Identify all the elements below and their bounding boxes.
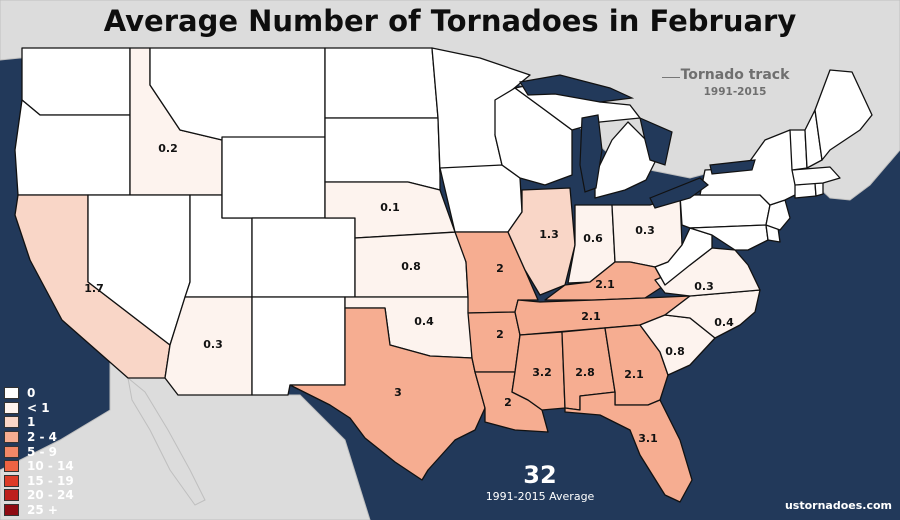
legend-swatch xyxy=(4,401,19,414)
legend-label: 2 - 4 xyxy=(27,430,58,445)
track-legend: Tornado track 1991-2015 xyxy=(660,67,810,98)
legend-label: 25 + xyxy=(27,503,58,518)
state-value-florida: 3.1 xyxy=(638,432,658,445)
state-value-indiana: 0.6 xyxy=(583,232,603,245)
state-value-missouri: 2 xyxy=(496,262,504,275)
legend-swatch xyxy=(4,474,19,487)
legend-swatch xyxy=(4,504,19,517)
state-colorado xyxy=(251,217,356,298)
state-florida xyxy=(564,391,693,503)
legend-item: 1 xyxy=(4,415,74,430)
legend-item: 25 + xyxy=(4,503,74,518)
state-value-alabama: 2.8 xyxy=(575,366,595,379)
legend-swatch xyxy=(4,445,19,458)
state-value-idaho: 0.2 xyxy=(158,142,178,155)
legend-label: 1 xyxy=(27,415,36,430)
legend-swatch xyxy=(4,416,19,429)
state-value-kentucky: 2.1 xyxy=(595,278,615,291)
lake-michigan xyxy=(579,114,603,193)
legend-item: < 1 xyxy=(4,401,74,416)
legend-item: 15 - 19 xyxy=(4,474,74,489)
state-south-dakota xyxy=(324,117,441,191)
state-iowa xyxy=(439,164,523,233)
state-vermont xyxy=(789,129,808,171)
map-title: Average Number of Tornadoes in February xyxy=(103,4,797,38)
state-value-south-carolina: 0.8 xyxy=(665,345,685,358)
state-value-mississippi: 3.2 xyxy=(532,366,552,379)
total-subtitle: 1991-2015 Average xyxy=(485,490,595,503)
state-arkansas xyxy=(467,311,521,373)
state-value-ohio: 0.3 xyxy=(635,224,655,237)
legend-swatch xyxy=(4,431,19,444)
state-texas xyxy=(289,307,486,481)
legend-item: 10 - 14 xyxy=(4,459,74,474)
state-value-virginia: 0.3 xyxy=(694,280,714,293)
legend-item: 2 - 4 xyxy=(4,430,74,445)
legend-label: 10 - 14 xyxy=(27,459,74,474)
legend-item: 20 - 24 xyxy=(4,488,74,503)
state-value-georgia: 2.1 xyxy=(624,368,644,381)
state-value-louisiana: 2 xyxy=(504,396,512,409)
state-new-mexico xyxy=(251,296,346,396)
lake-huron xyxy=(639,116,673,166)
lake-erie xyxy=(649,177,709,209)
lake-ontario xyxy=(709,159,756,175)
state-illinois xyxy=(507,187,576,296)
legend-label: 20 - 24 xyxy=(27,488,74,503)
state-value-illinois: 1.3 xyxy=(539,228,559,241)
state-value-tennessee: 2.1 xyxy=(581,310,601,323)
track-line-icon xyxy=(662,77,680,78)
track-legend-label: Tornado track xyxy=(680,67,790,83)
source-credit: ustornadoes.com xyxy=(784,499,892,512)
state-north-dakota xyxy=(324,47,439,119)
legend-label: 0 xyxy=(27,386,36,401)
state-value-kansas: 0.8 xyxy=(401,260,421,273)
lake-superior xyxy=(519,74,635,103)
legend-label: < 1 xyxy=(27,400,50,415)
state-rhode-island xyxy=(814,182,824,197)
total-count: 32 1991-2015 Average xyxy=(470,462,610,503)
state-massachusetts xyxy=(791,166,841,186)
legend-label: 15 - 19 xyxy=(27,473,74,488)
state-value-north-carolina: 0.4 xyxy=(714,316,734,329)
total-value: 32 xyxy=(523,461,557,489)
legend-swatch xyxy=(4,489,19,502)
state-wyoming xyxy=(221,136,326,219)
baja-peninsula xyxy=(127,376,206,506)
state-value-oklahoma: 0.4 xyxy=(414,315,434,328)
legend-item: 5 - 9 xyxy=(4,444,74,459)
state-value-arkansas: 2 xyxy=(496,328,504,341)
legend-label: 5 - 9 xyxy=(27,444,58,459)
state-value-texas: 3 xyxy=(394,386,402,399)
legend-swatch xyxy=(4,387,19,400)
state-pennsylvania xyxy=(679,194,771,229)
state-value-california: 1.7 xyxy=(84,282,104,295)
legend-swatch xyxy=(4,460,19,473)
state-washington xyxy=(21,47,131,116)
state-value-nebraska: 0.1 xyxy=(380,201,400,214)
legend-item: 0 xyxy=(4,386,74,401)
state-value-arizona: 0.3 xyxy=(203,338,223,351)
state-maine xyxy=(814,69,873,161)
track-legend-years: 1991-2015 xyxy=(703,86,767,98)
